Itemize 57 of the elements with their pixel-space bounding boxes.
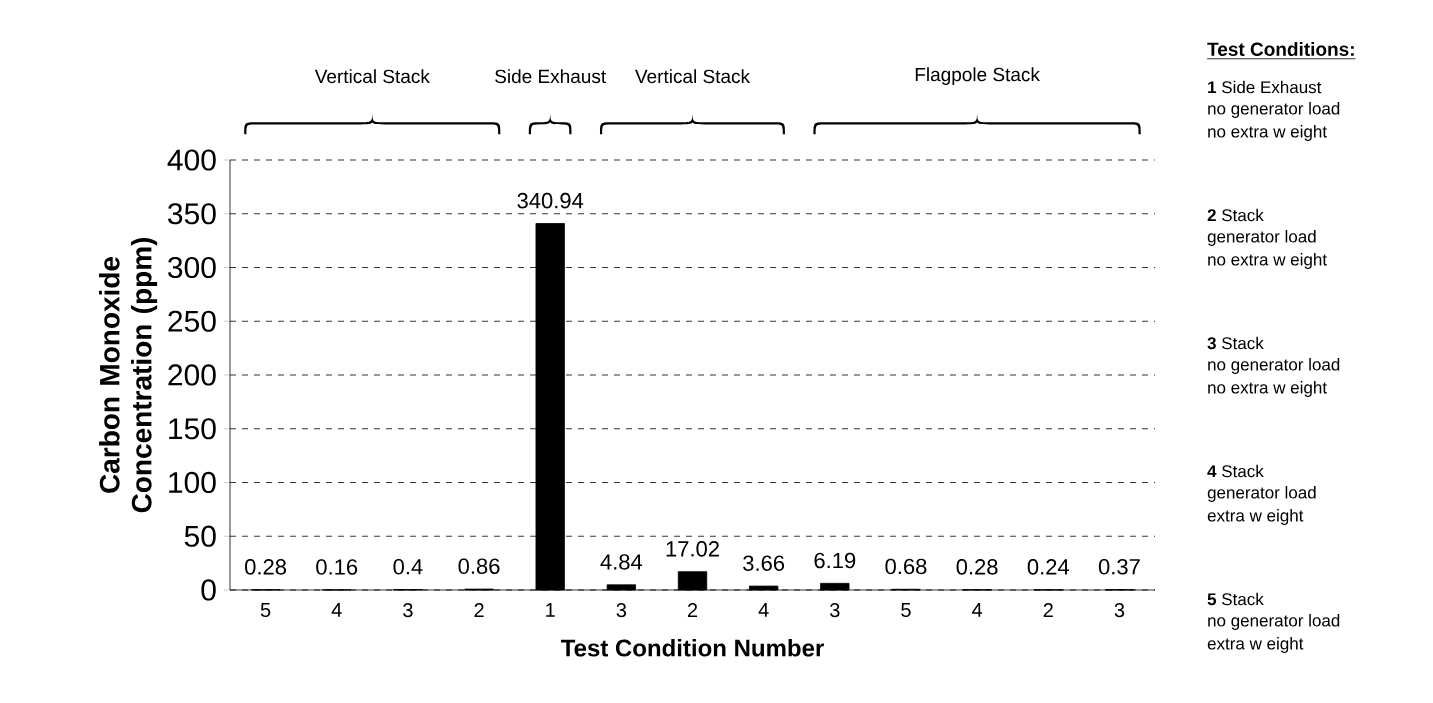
data-label: 6.19: [814, 552, 856, 569]
x-tick-label: 4: [331, 603, 342, 617]
y-tick-label: 250: [168, 310, 216, 332]
x-tick-label: 4: [972, 603, 983, 617]
text: extra w eight: [1207, 637, 1304, 653]
text: no extra w eight: [1208, 125, 1327, 141]
text: Side Exhaust: [495, 69, 607, 84]
data-label: 3.66: [743, 555, 785, 571]
data-label: 0.28: [245, 559, 287, 575]
data-label: 0.86: [458, 558, 500, 575]
text: no generator load: [1208, 614, 1340, 630]
text: no extra w eight: [1208, 253, 1327, 269]
data-label: 0.4: [393, 558, 423, 575]
text: 4 Stack: [1207, 464, 1264, 478]
text: 3 Stack: [1207, 336, 1264, 350]
y-tick-label: 350: [168, 203, 216, 225]
data-label: 0.37: [1098, 558, 1140, 575]
text: generator load: [1207, 486, 1316, 502]
text: 2 Stack: [1207, 208, 1264, 222]
text: 1 Side Exhaust: [1208, 80, 1322, 94]
y-tick-label: 150: [169, 418, 216, 440]
y-tick-label: 200: [168, 364, 216, 386]
y-axis-title: Carbon Monoxide Concentration (ppm): [99, 237, 158, 513]
text: no generator load: [1208, 358, 1340, 374]
data-label: 0.24: [1027, 559, 1070, 575]
text: generator load: [1207, 230, 1316, 246]
text: Test Conditions:: [1207, 42, 1354, 56]
x-tick-label: 2: [1043, 603, 1053, 618]
text: Flagpole Stack: [915, 67, 1040, 86]
x-tick-label: 5: [901, 603, 911, 618]
data-label: 4.84: [600, 554, 643, 570]
x-tick-label: 3: [403, 603, 413, 618]
y-tick-label: 400: [167, 149, 216, 171]
text: Vertical Stack: [635, 69, 751, 84]
data-label: 0.68: [885, 558, 927, 575]
x-tick-label: 2: [687, 603, 698, 618]
x-tick-label: 5: [260, 603, 271, 618]
data-label: 340.94: [517, 192, 584, 209]
text: Vertical Stack: [314, 69, 430, 84]
x-axis-title: Test Condition Number: [561, 638, 824, 657]
data-label: 0.28: [956, 559, 998, 575]
y-tick-label: 100: [169, 471, 216, 494]
x-tick-label: 4: [758, 603, 769, 617]
y-tick-label: 300: [168, 256, 216, 279]
x-tick-label: 3: [1114, 603, 1125, 618]
text: extra w eight: [1207, 509, 1304, 525]
data-label: 17.02: [666, 541, 719, 557]
x-tick-label: 3: [830, 603, 840, 618]
text: no extra w eight: [1208, 381, 1327, 397]
y-tick-label: 50: [184, 525, 216, 547]
x-tick-label: 2: [474, 603, 484, 618]
x-tick-label: 1: [546, 603, 555, 617]
x-tick-label: 3: [616, 603, 627, 618]
y-tick-label: 0: [201, 579, 216, 601]
data-label: 0.16: [316, 559, 358, 575]
text: no generator load: [1208, 102, 1340, 118]
text: 5 Stack: [1207, 592, 1264, 606]
